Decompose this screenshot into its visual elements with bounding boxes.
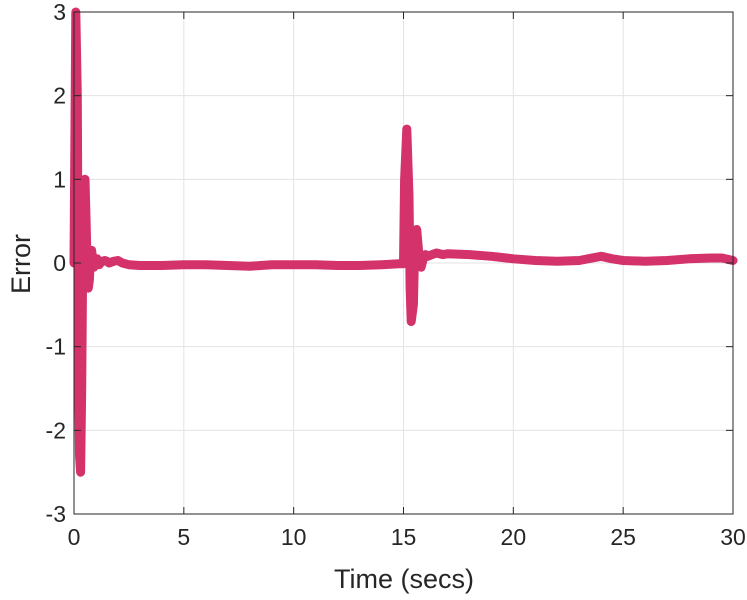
x-tick-label-2: 10 [281,524,307,550]
y-tick-label-3: 0 [53,250,66,276]
x-axis-label: Time (secs) [334,564,474,594]
series-line-0 [69,7,738,477]
x-tick-label-5: 25 [610,524,636,550]
x-tick-label-6: 30 [720,524,746,550]
y-tick-label-4: 1 [53,166,66,192]
y-axis-label: Error [6,234,36,294]
y-tick-label-1: -2 [46,417,66,443]
plot-area [69,7,738,477]
y-tick-label-6: 3 [53,0,66,25]
x-tick-label-1: 5 [177,524,190,550]
y-tick-label-5: 2 [53,83,66,109]
y-axis-ticks: -3 -2 -1 0 1 2 3 [46,0,733,527]
x-tick-label-3: 15 [391,524,417,550]
x-tick-label-4: 20 [501,524,527,550]
y-tick-label-0: -3 [46,501,66,527]
x-tick-label-0: 0 [68,524,81,550]
x-axis-ticks: 0 5 10 15 20 25 30 [68,12,746,550]
y-tick-label-2: -1 [46,334,66,360]
